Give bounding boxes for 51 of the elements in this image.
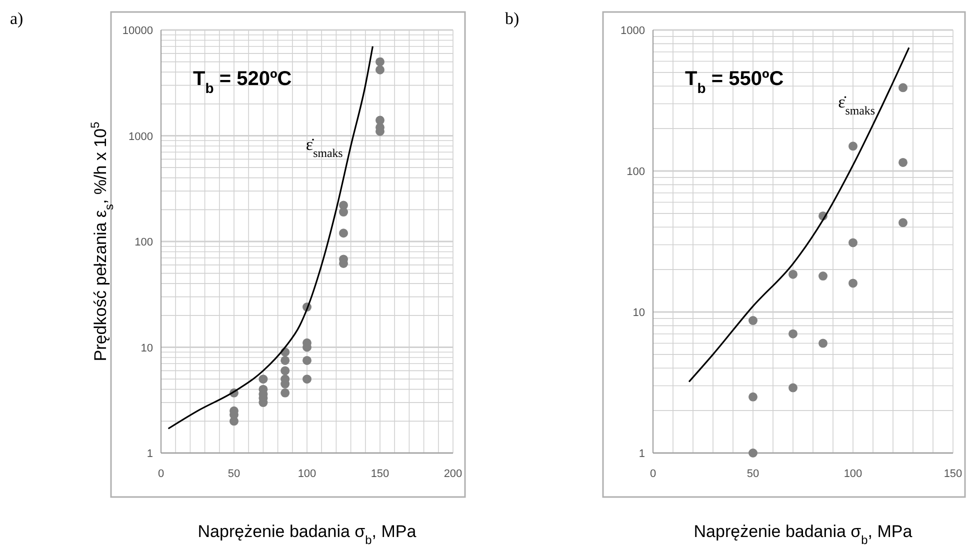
point	[818, 272, 828, 281]
point	[818, 338, 828, 348]
x-tick-label: 100	[844, 468, 862, 480]
text: a)	[10, 9, 24, 28]
point	[788, 329, 798, 338]
point	[376, 57, 384, 66]
point	[788, 383, 798, 392]
x-axis-title: Naprężenie badania σ$_{b}$, MPa	[694, 522, 913, 547]
point	[898, 83, 908, 92]
point	[898, 218, 908, 228]
x-tick-label: 0	[650, 468, 656, 480]
x-tick-label: 150	[370, 468, 390, 480]
series-label: ε̇$_{smaks}$	[838, 92, 876, 118]
y-tick-label: 1000	[128, 130, 153, 143]
point	[748, 392, 758, 402]
point	[748, 316, 758, 326]
point	[788, 270, 798, 279]
point	[339, 228, 348, 238]
x-tick-label: 100	[298, 468, 316, 480]
x-tick-label: 0	[158, 468, 164, 480]
annotation: T$_{b}$ = 520ºC	[193, 68, 292, 96]
y-tick-label: 10	[632, 307, 645, 319]
x-axis-title: Naprężenie badania σ$_{b}$, MPa	[198, 522, 417, 547]
y-tick-label: 100	[626, 166, 645, 178]
point	[848, 142, 858, 151]
line-series	[168, 46, 374, 430]
text: b)	[505, 9, 520, 28]
x-tick-label: 200	[444, 468, 462, 480]
point	[339, 208, 348, 217]
annotation: T$_{b}$ = 550ºC	[685, 68, 784, 96]
x-tick-label: 150	[944, 468, 962, 480]
point	[848, 238, 858, 248]
point	[280, 366, 290, 376]
x-tick-label: 50	[746, 468, 760, 480]
series-label: ε̇$_{smaks}$	[306, 135, 344, 160]
y-tick-label: 10	[140, 342, 153, 354]
point	[848, 278, 858, 288]
point	[302, 374, 312, 384]
point	[280, 356, 290, 365]
point	[280, 388, 290, 398]
y-tick-label: 100	[134, 236, 153, 248]
point	[258, 374, 268, 384]
point	[376, 65, 384, 74]
y-tick-label: 1000	[620, 25, 645, 37]
x-tick-label: 50	[228, 468, 240, 480]
point	[302, 356, 312, 365]
point	[748, 448, 758, 458]
point	[898, 158, 908, 167]
y-tick-label: 1	[638, 448, 645, 460]
y-tick-label: 1	[146, 448, 153, 460]
y-tick-label: 10000	[122, 25, 153, 37]
